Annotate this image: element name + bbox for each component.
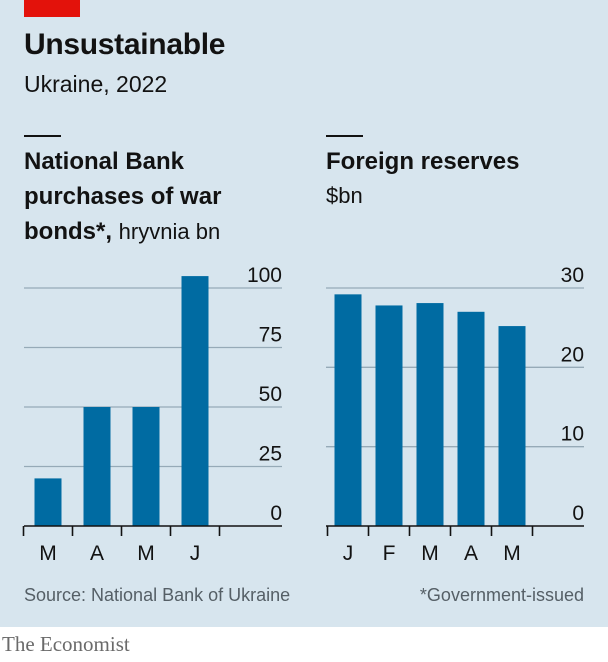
chart1-xtick-label: F (383, 542, 396, 565)
chart-subtitle: Ukraine, 2022 (24, 71, 168, 97)
left-title-line3: bonds*, (24, 218, 112, 245)
chart1-bar (457, 311, 485, 526)
chart0-bar (34, 478, 62, 526)
chart1-bar (416, 303, 444, 526)
left-chart-title: National Bank purchases of war bonds*, h… (24, 144, 221, 249)
left-title-line1: National Bank (24, 148, 185, 175)
left-title-unit: hryvnia bn (118, 219, 221, 244)
chart1-bar (334, 294, 362, 526)
chart0-ytick-label: 25 (259, 443, 282, 466)
right-chart-rule (326, 135, 363, 137)
right-chart-title: Foreign reserves (326, 148, 520, 175)
chart0-ytick-label: 100 (247, 264, 282, 287)
chart0-xtick-label: A (90, 542, 104, 565)
chart1-ytick-label: 30 (561, 264, 584, 287)
chart0-ytick-label: 0 (270, 502, 282, 525)
chart1-xtick-label: M (503, 542, 521, 565)
chart0-bar (181, 276, 209, 526)
chart0-ytick-label: 75 (259, 324, 282, 347)
chart0-xtick-label: M (137, 542, 155, 565)
footnote: *Government-issued (419, 585, 584, 605)
chart0-xtick-label: M (39, 542, 57, 565)
chart1-xtick-label: A (464, 542, 478, 565)
brand-red-tag (24, 0, 80, 17)
chart1-xtick-label: M (421, 542, 439, 565)
brand-logo-text: The Economist (2, 632, 130, 656)
chart-title: Unsustainable (24, 28, 226, 61)
chart1-ytick-label: 20 (561, 343, 584, 366)
right-chart-unit: $bn (326, 183, 363, 208)
chart0-bar (132, 407, 160, 526)
chart1-ytick-label: 10 (561, 423, 584, 446)
chart1-ytick-label: 0 (572, 502, 584, 525)
chart1-bar (375, 305, 403, 526)
chart1-xtick-label: J (343, 542, 354, 565)
left-title-line2: purchases of war (24, 183, 222, 210)
chart0-ytick-label: 50 (259, 383, 282, 406)
source-note: Source: National Bank of Ukraine (24, 585, 291, 605)
chart0-xtick-label: J (190, 542, 201, 565)
brand-bar (0, 627, 608, 662)
left-chart-rule (24, 135, 61, 137)
chart0-bar (83, 407, 111, 526)
chart1-bar (498, 326, 526, 526)
